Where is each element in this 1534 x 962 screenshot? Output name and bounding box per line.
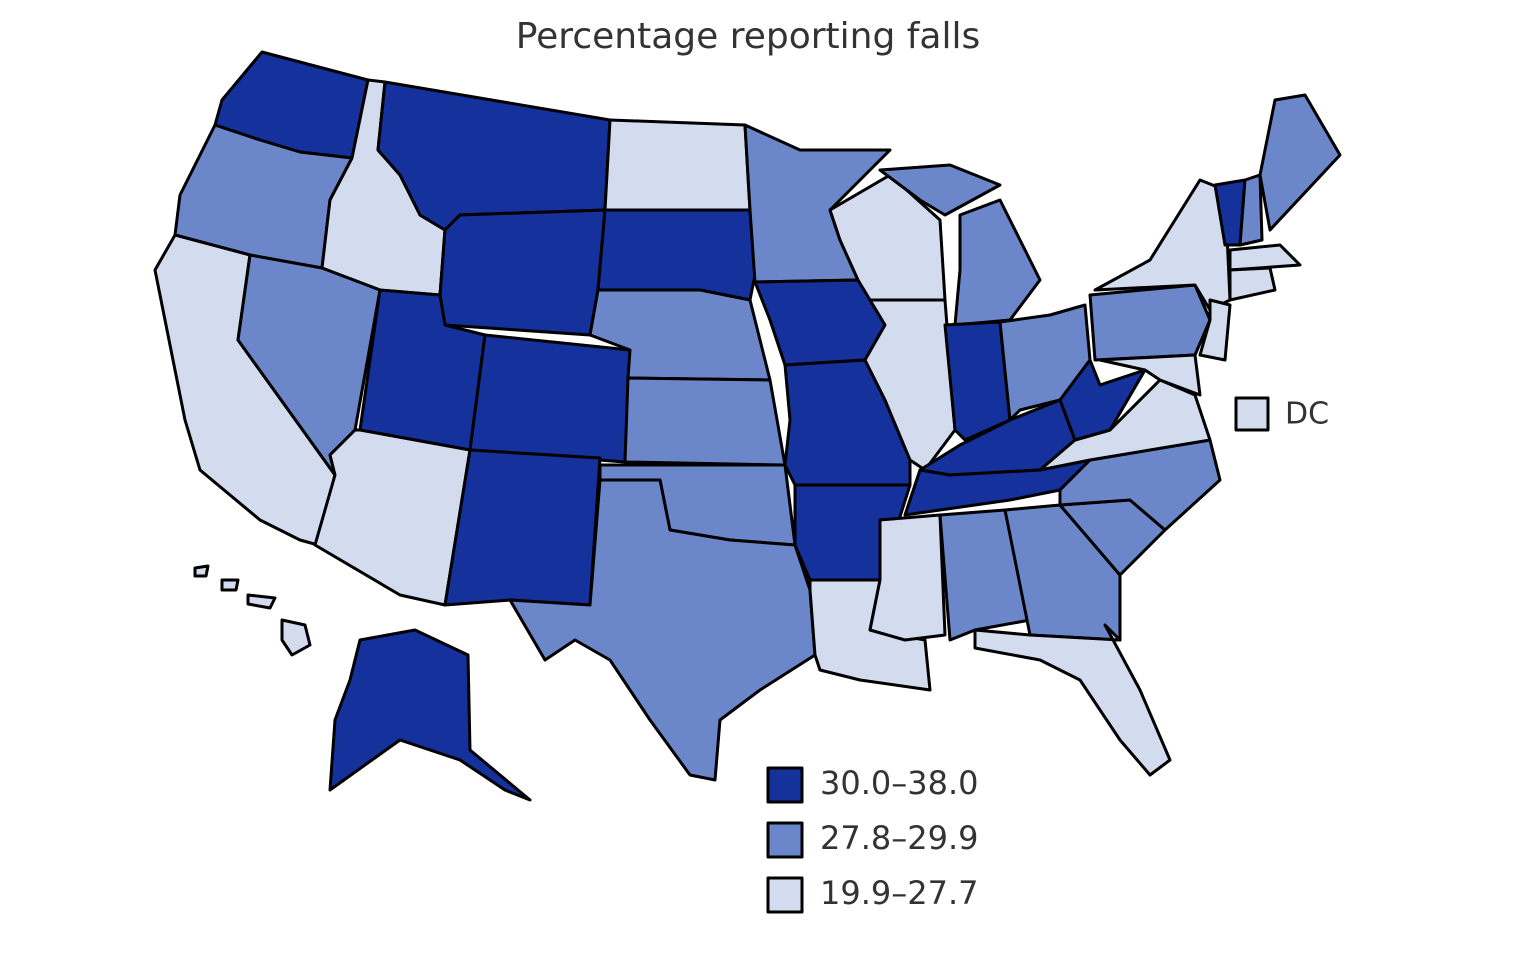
state [1258, 93, 1342, 232]
state [1228, 266, 1277, 302]
states [153, 50, 1342, 802]
state [220, 578, 240, 592]
map-title: Percentage reporting falls [516, 16, 981, 57]
dc-label: DC [1285, 397, 1329, 432]
state [1238, 173, 1264, 247]
state [953, 198, 1042, 327]
state [328, 628, 532, 802]
state [313, 428, 472, 607]
legend: 30.0–38.0 27.8–29.9 19.9–27.7 [766, 764, 979, 914]
state [193, 564, 210, 578]
state [438, 208, 607, 337]
legend-swatch [766, 821, 804, 859]
state [878, 163, 1002, 217]
state [246, 593, 277, 610]
state [596, 208, 757, 302]
state [1088, 283, 1212, 362]
state [943, 320, 1012, 442]
state [508, 478, 817, 782]
state [1098, 353, 1202, 397]
legend-label: 27.8–29.9 [820, 819, 979, 857]
state [443, 448, 602, 607]
legend-label: 30.0–38.0 [820, 764, 979, 802]
state [868, 513, 947, 642]
state [468, 333, 632, 464]
state [623, 376, 787, 467]
legend-label: 19.9–27.7 [820, 874, 979, 912]
state [1003, 503, 1122, 642]
legend-swatch [766, 766, 804, 804]
legend-swatch [766, 876, 804, 914]
state [603, 118, 752, 212]
state [1228, 243, 1302, 272]
state [938, 508, 1032, 642]
state [1198, 298, 1232, 362]
dc-marker [1234, 396, 1270, 432]
state [280, 618, 312, 657]
state [973, 623, 1172, 777]
